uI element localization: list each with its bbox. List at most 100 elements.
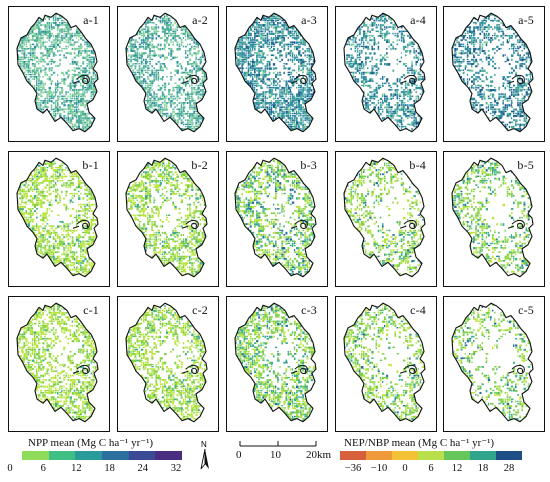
river-loop [181, 364, 199, 374]
panel-label: b-1 [82, 158, 99, 172]
legend_nep-tick-3: 6 [428, 463, 434, 474]
legend_nep-swatch-6 [496, 451, 522, 460]
panel-label: a-4 [410, 13, 426, 27]
legend_npp-swatch-1 [48, 451, 76, 460]
legend_npp-swatch-3 [102, 451, 129, 460]
river-loop [72, 364, 90, 374]
legend_nep-tick-4: 12 [451, 463, 463, 474]
panel-label: b-4 [409, 158, 426, 172]
region-boundary [343, 302, 426, 423]
vegetation-pixels [17, 158, 98, 277]
legend_npp-swatch-4 [128, 451, 156, 460]
panel-label: c-2 [192, 303, 208, 317]
map-panel-b-1: b-1 [8, 151, 110, 287]
river-loop [72, 219, 90, 229]
panel-label: b-2 [191, 158, 208, 172]
panel-label: c-4 [410, 303, 426, 317]
scale-tick-20km: 20km [306, 449, 332, 461]
vegetation-pixels [17, 13, 98, 132]
legend_npp-swatch-5 [155, 451, 183, 460]
legend_npp-tick-2: 12 [71, 463, 82, 474]
panel-label: a-5 [518, 13, 534, 27]
map-panels-grid: a-1 a-2 a-3 a-4 a-5 b-1 b-2 b-3 b-4 b-5 c-1 c-2 c-3 c… [8, 6, 545, 432]
scale-tick-0: 0 [236, 449, 242, 461]
npp-legend: NPP mean (Mg C ha⁻¹ yr⁻¹) 0 6 12 18 24 32 [0, 436, 195, 480]
map-panel-c-4: c-4 [335, 296, 437, 432]
river-loop [399, 74, 417, 84]
panel-label: a-2 [192, 13, 208, 27]
river-loop [181, 219, 199, 229]
vegetation-pixels [452, 303, 533, 422]
legend_npp-tick-0: 0 [7, 463, 13, 474]
legend_nep-swatch-5 [470, 451, 496, 460]
legend_nep-swatch-4 [444, 451, 470, 460]
panel-label: a-3 [301, 13, 317, 27]
legend_nep-swatch-2 [392, 451, 418, 460]
nep-colorbar [340, 451, 522, 460]
map-panel-c-3: c-3 [226, 296, 328, 432]
region-boundary [16, 157, 99, 278]
river-loop [290, 364, 308, 374]
region-boundary [16, 12, 99, 133]
panel-label: c-5 [518, 303, 534, 317]
vegetation-pixels [452, 158, 533, 277]
map-panel-a-5: a-5 [443, 6, 545, 142]
region-boundary [451, 157, 534, 278]
panel-label: a-1 [83, 13, 99, 27]
region-boundary [451, 302, 534, 423]
north-arrow-letter: N [201, 440, 207, 449]
legend_npp-tick-1: 6 [40, 463, 46, 474]
region-boundary [125, 302, 208, 423]
vegetation-pixels [126, 13, 207, 132]
legend_nep-swatch-3 [418, 451, 444, 460]
panel-label: b-3 [300, 158, 317, 172]
region-boundary [125, 12, 208, 133]
river-loop [290, 219, 308, 229]
panel-label: c-3 [301, 303, 317, 317]
north-arrow-icon: N [197, 440, 213, 471]
panel-label: b-5 [517, 158, 534, 172]
map-panel-b-2: b-2 [117, 151, 219, 287]
legend_nep-tick-1: −10 [370, 463, 388, 474]
map-panel-a-1: a-1 [8, 6, 110, 142]
region-boundary [234, 12, 317, 133]
region-boundary [343, 12, 426, 133]
vegetation-pixels [126, 303, 207, 422]
map-panel-b-4: b-4 [335, 151, 437, 287]
legend_nep-tick-0: −36 [344, 463, 362, 474]
region-boundary [125, 157, 208, 278]
vegetation-pixels [344, 303, 425, 422]
npp-legend-title: NPP mean (Mg C ha⁻¹ yr⁻¹) [28, 437, 154, 449]
map-panel-c-5: c-5 [443, 296, 545, 432]
region-boundary [451, 12, 534, 133]
river-loop [507, 74, 525, 84]
river-loop [181, 74, 199, 84]
vegetation-pixels [344, 13, 425, 132]
region-boundary [234, 302, 317, 423]
map-panel-a-2: a-2 [117, 6, 219, 142]
vegetation-pixels [17, 303, 98, 422]
legend_npp-swatch-0 [22, 451, 49, 460]
river-loop [399, 364, 417, 374]
map-panel-a-4: a-4 [335, 6, 437, 142]
vegetation-pixels [235, 303, 316, 422]
legend_npp-tick-4: 24 [137, 463, 149, 474]
legend_npp-swatch-2 [75, 451, 103, 460]
legend_nep-swatch-1 [366, 451, 392, 460]
river-loop [507, 219, 525, 229]
region-boundary [16, 302, 99, 423]
legend_nep-tick-5: 18 [477, 463, 489, 474]
legend_npp-tick-5: 32 [170, 463, 182, 474]
river-loop [72, 74, 90, 84]
legend_nep-tick-6: 28 [503, 463, 515, 474]
river-loop [507, 364, 525, 374]
map-panel-c-1: c-1 [8, 296, 110, 432]
panel-label: c-1 [83, 303, 99, 317]
region-boundary [234, 157, 317, 278]
legend_npp-tick-3: 18 [104, 463, 115, 474]
legend_nep-tick-2: 0 [402, 463, 408, 474]
river-loop [399, 219, 417, 229]
river-loop [290, 74, 308, 84]
map-panel-c-2: c-2 [117, 296, 219, 432]
npp-colorbar [22, 451, 183, 460]
